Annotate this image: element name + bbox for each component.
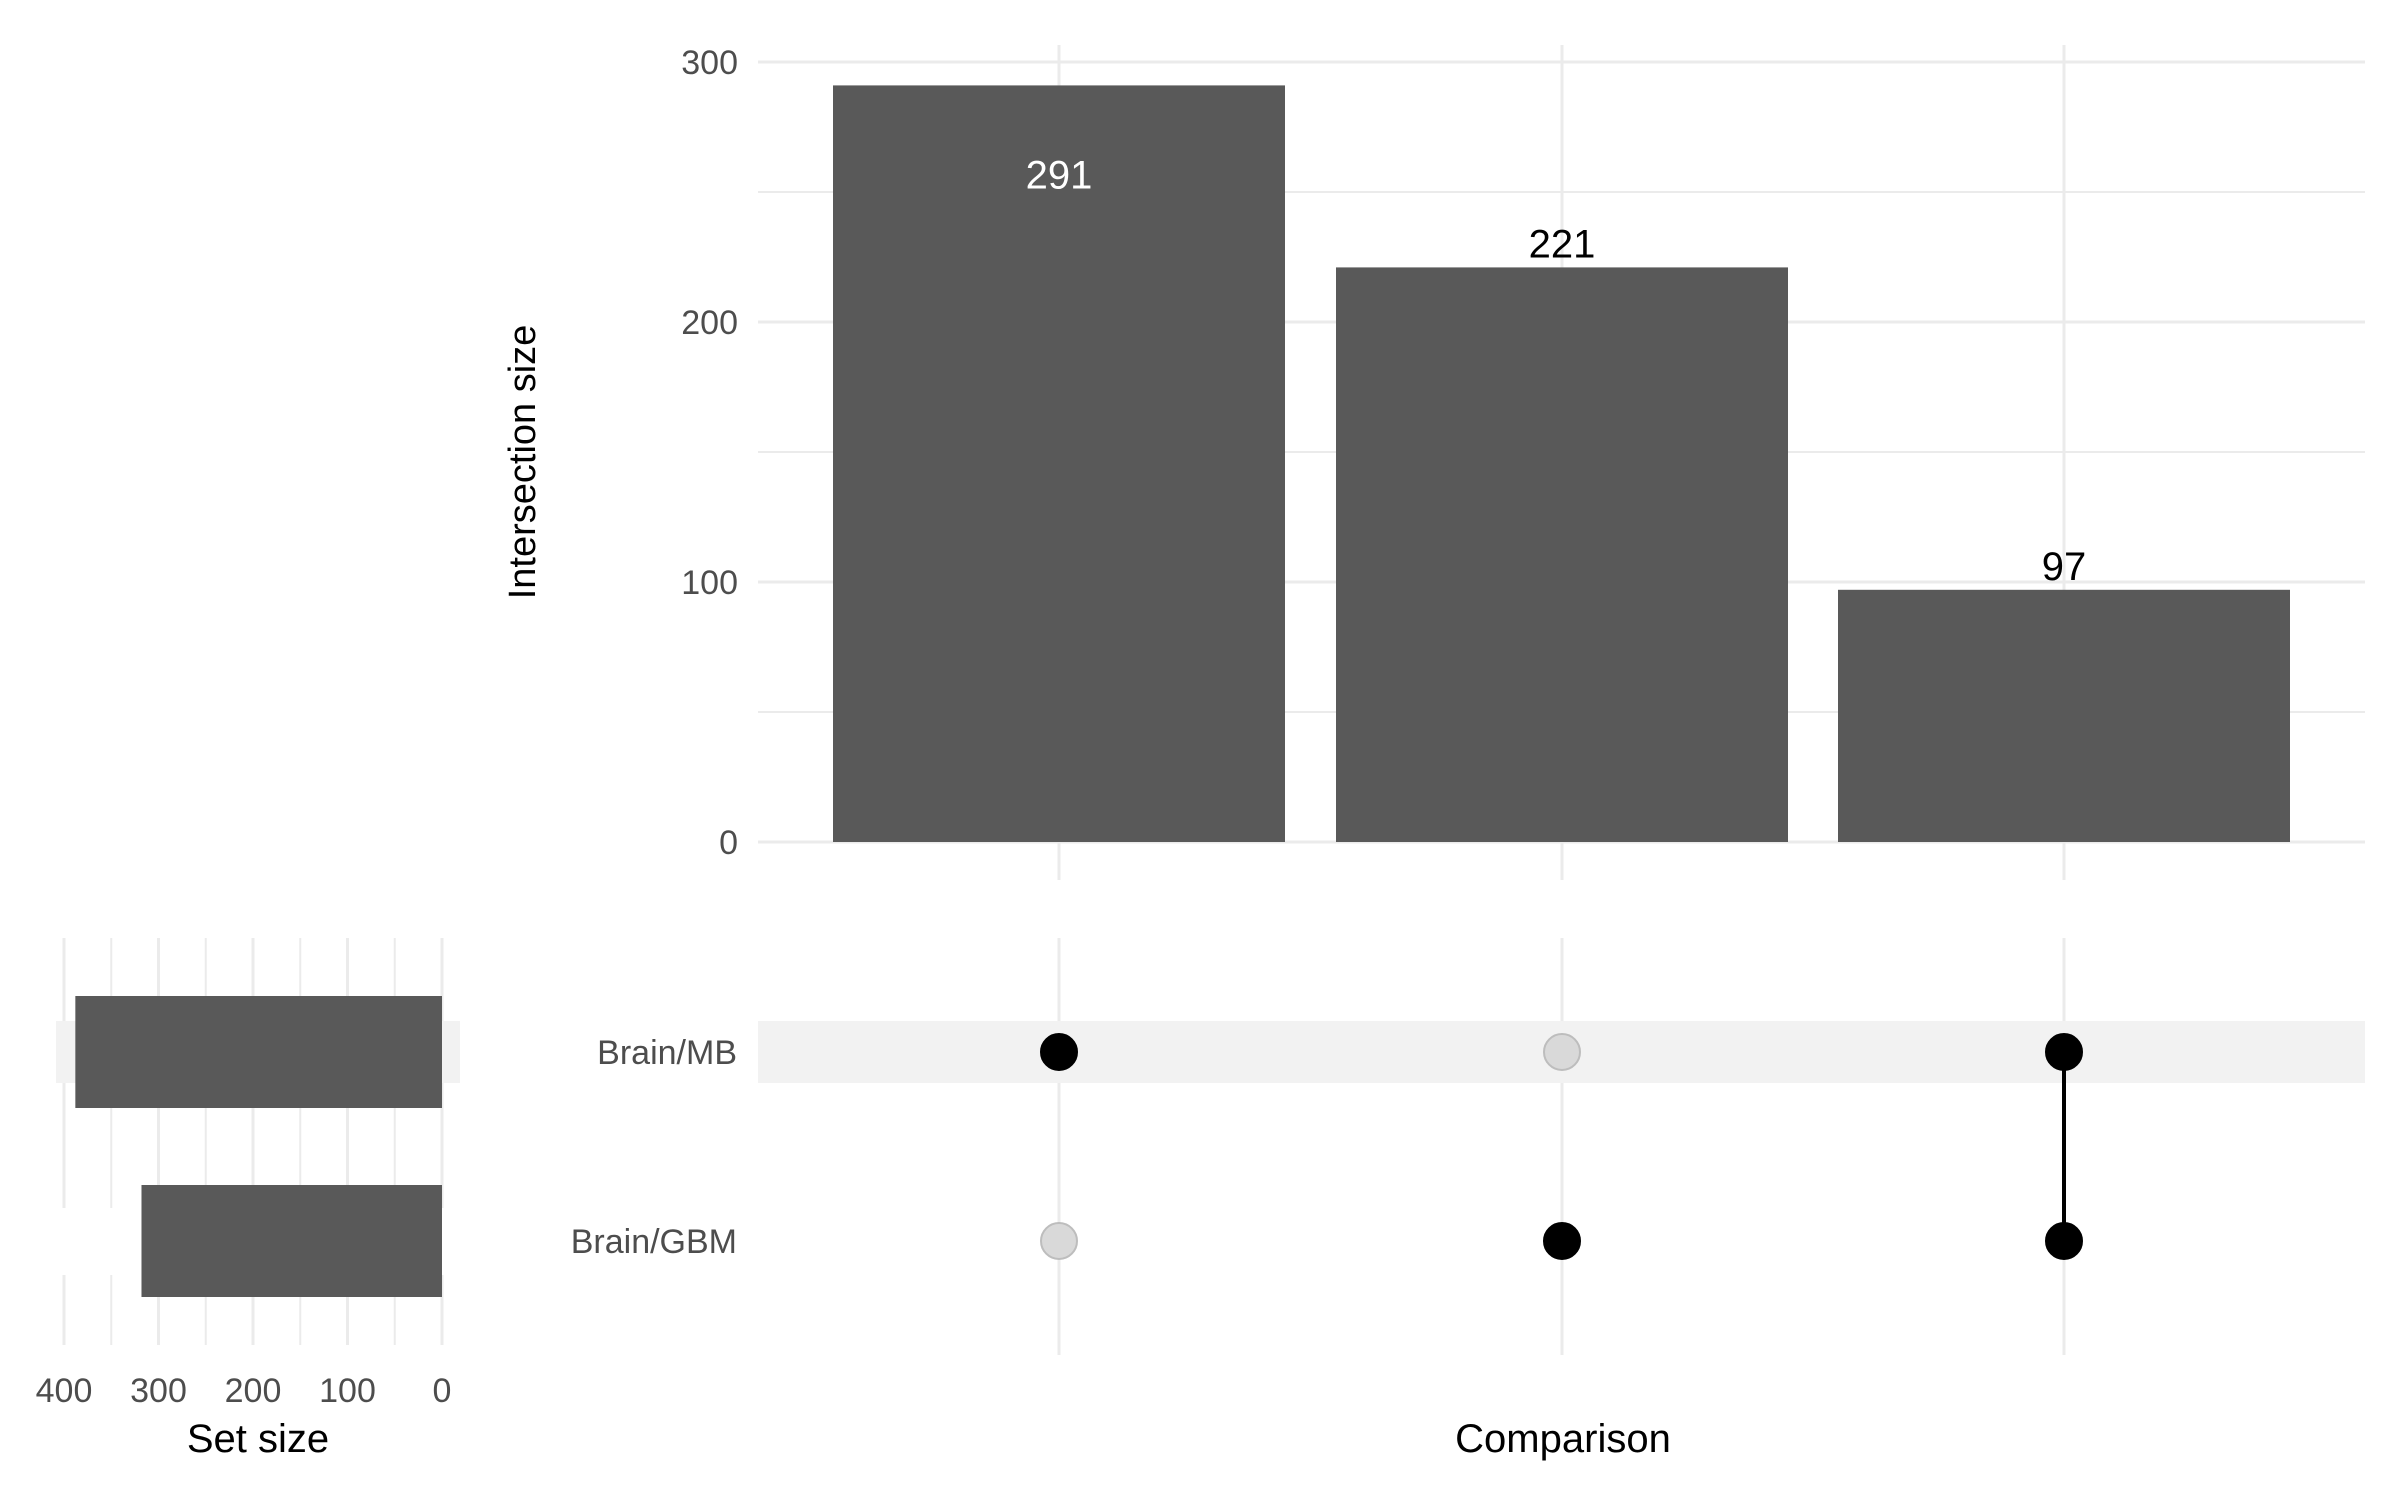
set-size-x-tick-label: 400 — [36, 1372, 93, 1410]
set-name-label: Brain/MB — [597, 1034, 737, 1072]
set-size-bar — [75, 996, 442, 1108]
matrix-dot-active — [2045, 1033, 2083, 1071]
intersection-y-tick-label: 300 — [681, 44, 738, 82]
comparison-x-axis-label: Comparison — [1455, 1417, 1671, 1461]
set-size-x-axis-label: Set size — [187, 1417, 329, 1461]
set-name-label: Brain/GBM — [571, 1223, 737, 1261]
matrix-dot-inactive — [1543, 1033, 1581, 1071]
set-size-x-tick-label: 100 — [319, 1372, 376, 1410]
matrix-dot-active — [2045, 1222, 2083, 1260]
set-size-bar — [141, 1185, 443, 1297]
intersection-y-tick-label: 200 — [681, 304, 738, 342]
intersection-bar — [833, 85, 1285, 842]
set-size-x-tick-label: 300 — [130, 1372, 187, 1410]
set-size-bars — [75, 996, 443, 1297]
intersection-y-axis-label: Intersection size — [502, 325, 544, 600]
set-size-x-tick-label: 200 — [225, 1372, 282, 1410]
matrix-dot-active — [1543, 1222, 1581, 1260]
intersection-bar-label: 291 — [1026, 153, 1093, 197]
intersection-bar — [1336, 267, 1788, 842]
set-size-x-tick-label: 0 — [433, 1372, 452, 1410]
intersection-y-ticks: 0 100 200 300 — [681, 44, 738, 862]
matrix-dots — [1040, 1033, 2083, 1260]
intersection-bars — [833, 85, 2290, 842]
matrix-dot-active — [1040, 1033, 1078, 1071]
intersection-y-tick-label: 0 — [719, 824, 738, 862]
set-size-x-ticks: 400 300 200 100 0 — [36, 1372, 452, 1410]
intersection-y-tick-label: 100 — [681, 564, 738, 602]
intersection-bar — [1838, 589, 2290, 842]
set-name-labels: Brain/MB Brain/GBM — [571, 1034, 737, 1261]
intersection-bar-label: 221 — [1529, 222, 1596, 266]
intersection-bar-labels: 291 221 97 — [1026, 153, 2087, 588]
matrix-dot-inactive — [1040, 1222, 1078, 1260]
intersection-bar-label: 97 — [2042, 545, 2087, 589]
